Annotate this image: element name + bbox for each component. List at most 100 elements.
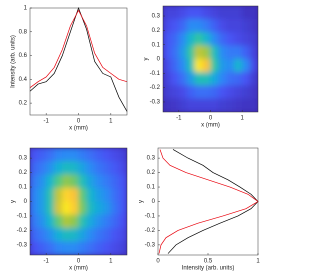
heatmap-cell <box>226 72 235 86</box>
heatmap-cell <box>70 174 79 189</box>
x-tick-label: 1 <box>240 116 244 122</box>
heatmap-cell <box>186 19 195 33</box>
heatmap-cell <box>45 148 55 162</box>
heatmap-cell <box>54 187 63 202</box>
y-tick-label: -0.3 <box>17 242 28 248</box>
heatmap-cell <box>54 201 63 216</box>
heatmap-cell <box>30 201 39 216</box>
heatmap-cell <box>110 174 120 189</box>
heatmap-cell <box>218 45 227 60</box>
x-tick-label: 0.5 <box>204 259 213 265</box>
heatmap-cell <box>241 58 251 73</box>
heatmap-cell <box>170 98 180 112</box>
y-tick-label: 0.3 <box>19 156 28 162</box>
y-tick-label: 0.3 <box>147 156 156 162</box>
heatmap-cell <box>102 201 112 216</box>
heatmap-cell <box>37 187 47 202</box>
heatmap-cell <box>37 161 47 175</box>
heatmap-cell <box>210 19 219 33</box>
heatmap-cell <box>202 58 211 73</box>
heatmap-cell <box>54 214 63 229</box>
heatmap-cell <box>202 19 211 33</box>
heatmap-cell <box>102 148 112 162</box>
heatmap-cell <box>163 6 172 20</box>
heatmap-cell <box>226 58 235 73</box>
y-tick-label: 0.2 <box>19 170 28 176</box>
heatmap-cell <box>202 6 211 20</box>
heatmap-cell <box>94 201 103 216</box>
figure: -1 0 1 0.2 0.4 0.6 0.8 1 x (mm) Intensity (arb. u… <box>11 6 261 272</box>
heatmap-cell <box>86 241 95 255</box>
y-tick-label: -0.2 <box>150 85 161 91</box>
heatmap-cell <box>194 85 203 99</box>
heatmap-cell <box>54 148 63 162</box>
x-tick-label: 1 <box>109 119 113 125</box>
heatmap-cell <box>62 201 71 216</box>
heatmap-cell <box>241 72 251 86</box>
x-axis-label: Intensity (arb. units) <box>182 266 235 272</box>
heatmap-cell <box>30 174 39 189</box>
heatmap-cell <box>210 85 219 99</box>
heatmap-cell <box>218 85 227 99</box>
y-tick-label: 0 <box>24 199 28 205</box>
heatmap-cell <box>186 6 195 20</box>
heatmap-cell <box>94 187 103 202</box>
heatmap-cell <box>163 98 172 112</box>
heatmap-cell <box>234 98 243 112</box>
heatmap-cell <box>234 45 243 60</box>
heatmap-cell <box>94 214 103 229</box>
heatmap-cell <box>70 214 79 229</box>
heatmap-cell <box>62 148 71 162</box>
heatmap-cell <box>102 241 112 255</box>
y-tick-label: -0.2 <box>145 228 156 234</box>
y-tick-label: -0.3 <box>150 100 161 106</box>
axes-box <box>157 147 259 256</box>
heatmap-cell <box>226 32 235 46</box>
heatmap-cell <box>110 187 120 202</box>
heatmap-cell <box>163 19 172 33</box>
axes-box <box>29 147 128 256</box>
heatmap-cell <box>78 187 87 202</box>
axes-box <box>29 7 128 116</box>
x-tick-label: 0 <box>209 116 213 122</box>
x-tick-label: 1 <box>109 259 113 265</box>
heatmap-cell <box>102 174 112 189</box>
heatmap-cell <box>37 174 47 189</box>
heatmap-cell <box>86 187 95 202</box>
heatmap-cell <box>178 58 187 73</box>
x-tick-label: -1 <box>43 119 49 125</box>
heatmap-cell <box>78 241 87 255</box>
heatmap-cell <box>234 32 243 46</box>
x-tick-label: 1 <box>256 259 260 265</box>
heatmap-cells <box>30 148 127 255</box>
heatmap-cell <box>170 58 180 73</box>
heatmap-cell <box>78 148 87 162</box>
heatmap-cell <box>210 6 219 20</box>
heatmap-cell <box>234 85 243 99</box>
x-axis-label: x (mm) <box>201 123 220 129</box>
heatmap-cell <box>170 19 180 33</box>
heatmap-cell <box>94 148 103 162</box>
heatmap-cell <box>241 98 251 112</box>
heatmap-cell <box>163 85 172 99</box>
heatmap-cell <box>86 174 95 189</box>
y-axis-label: y <box>139 200 145 203</box>
heatmap-cell <box>118 201 127 216</box>
heatmap-cell <box>249 45 258 60</box>
y-tick-label: 0.2 <box>152 28 161 34</box>
heatmap-cell <box>102 187 112 202</box>
heatmap-cell <box>110 161 120 175</box>
y-tick-label: -0.1 <box>150 71 161 77</box>
heatmap-cell <box>249 58 258 73</box>
heatmap-cell <box>118 214 127 229</box>
heatmap-cell <box>218 58 227 73</box>
heatmap-cell <box>178 85 187 99</box>
heatmap <box>163 6 258 112</box>
heatmap-cell <box>62 187 71 202</box>
heatmap-cell <box>45 187 55 202</box>
heatmap-cell <box>45 241 55 255</box>
heatmap-cell <box>178 45 187 60</box>
heatmap-cell <box>210 58 219 73</box>
y-tick-label: 0.3 <box>152 14 161 20</box>
x-tick-label: -1 <box>176 116 182 122</box>
